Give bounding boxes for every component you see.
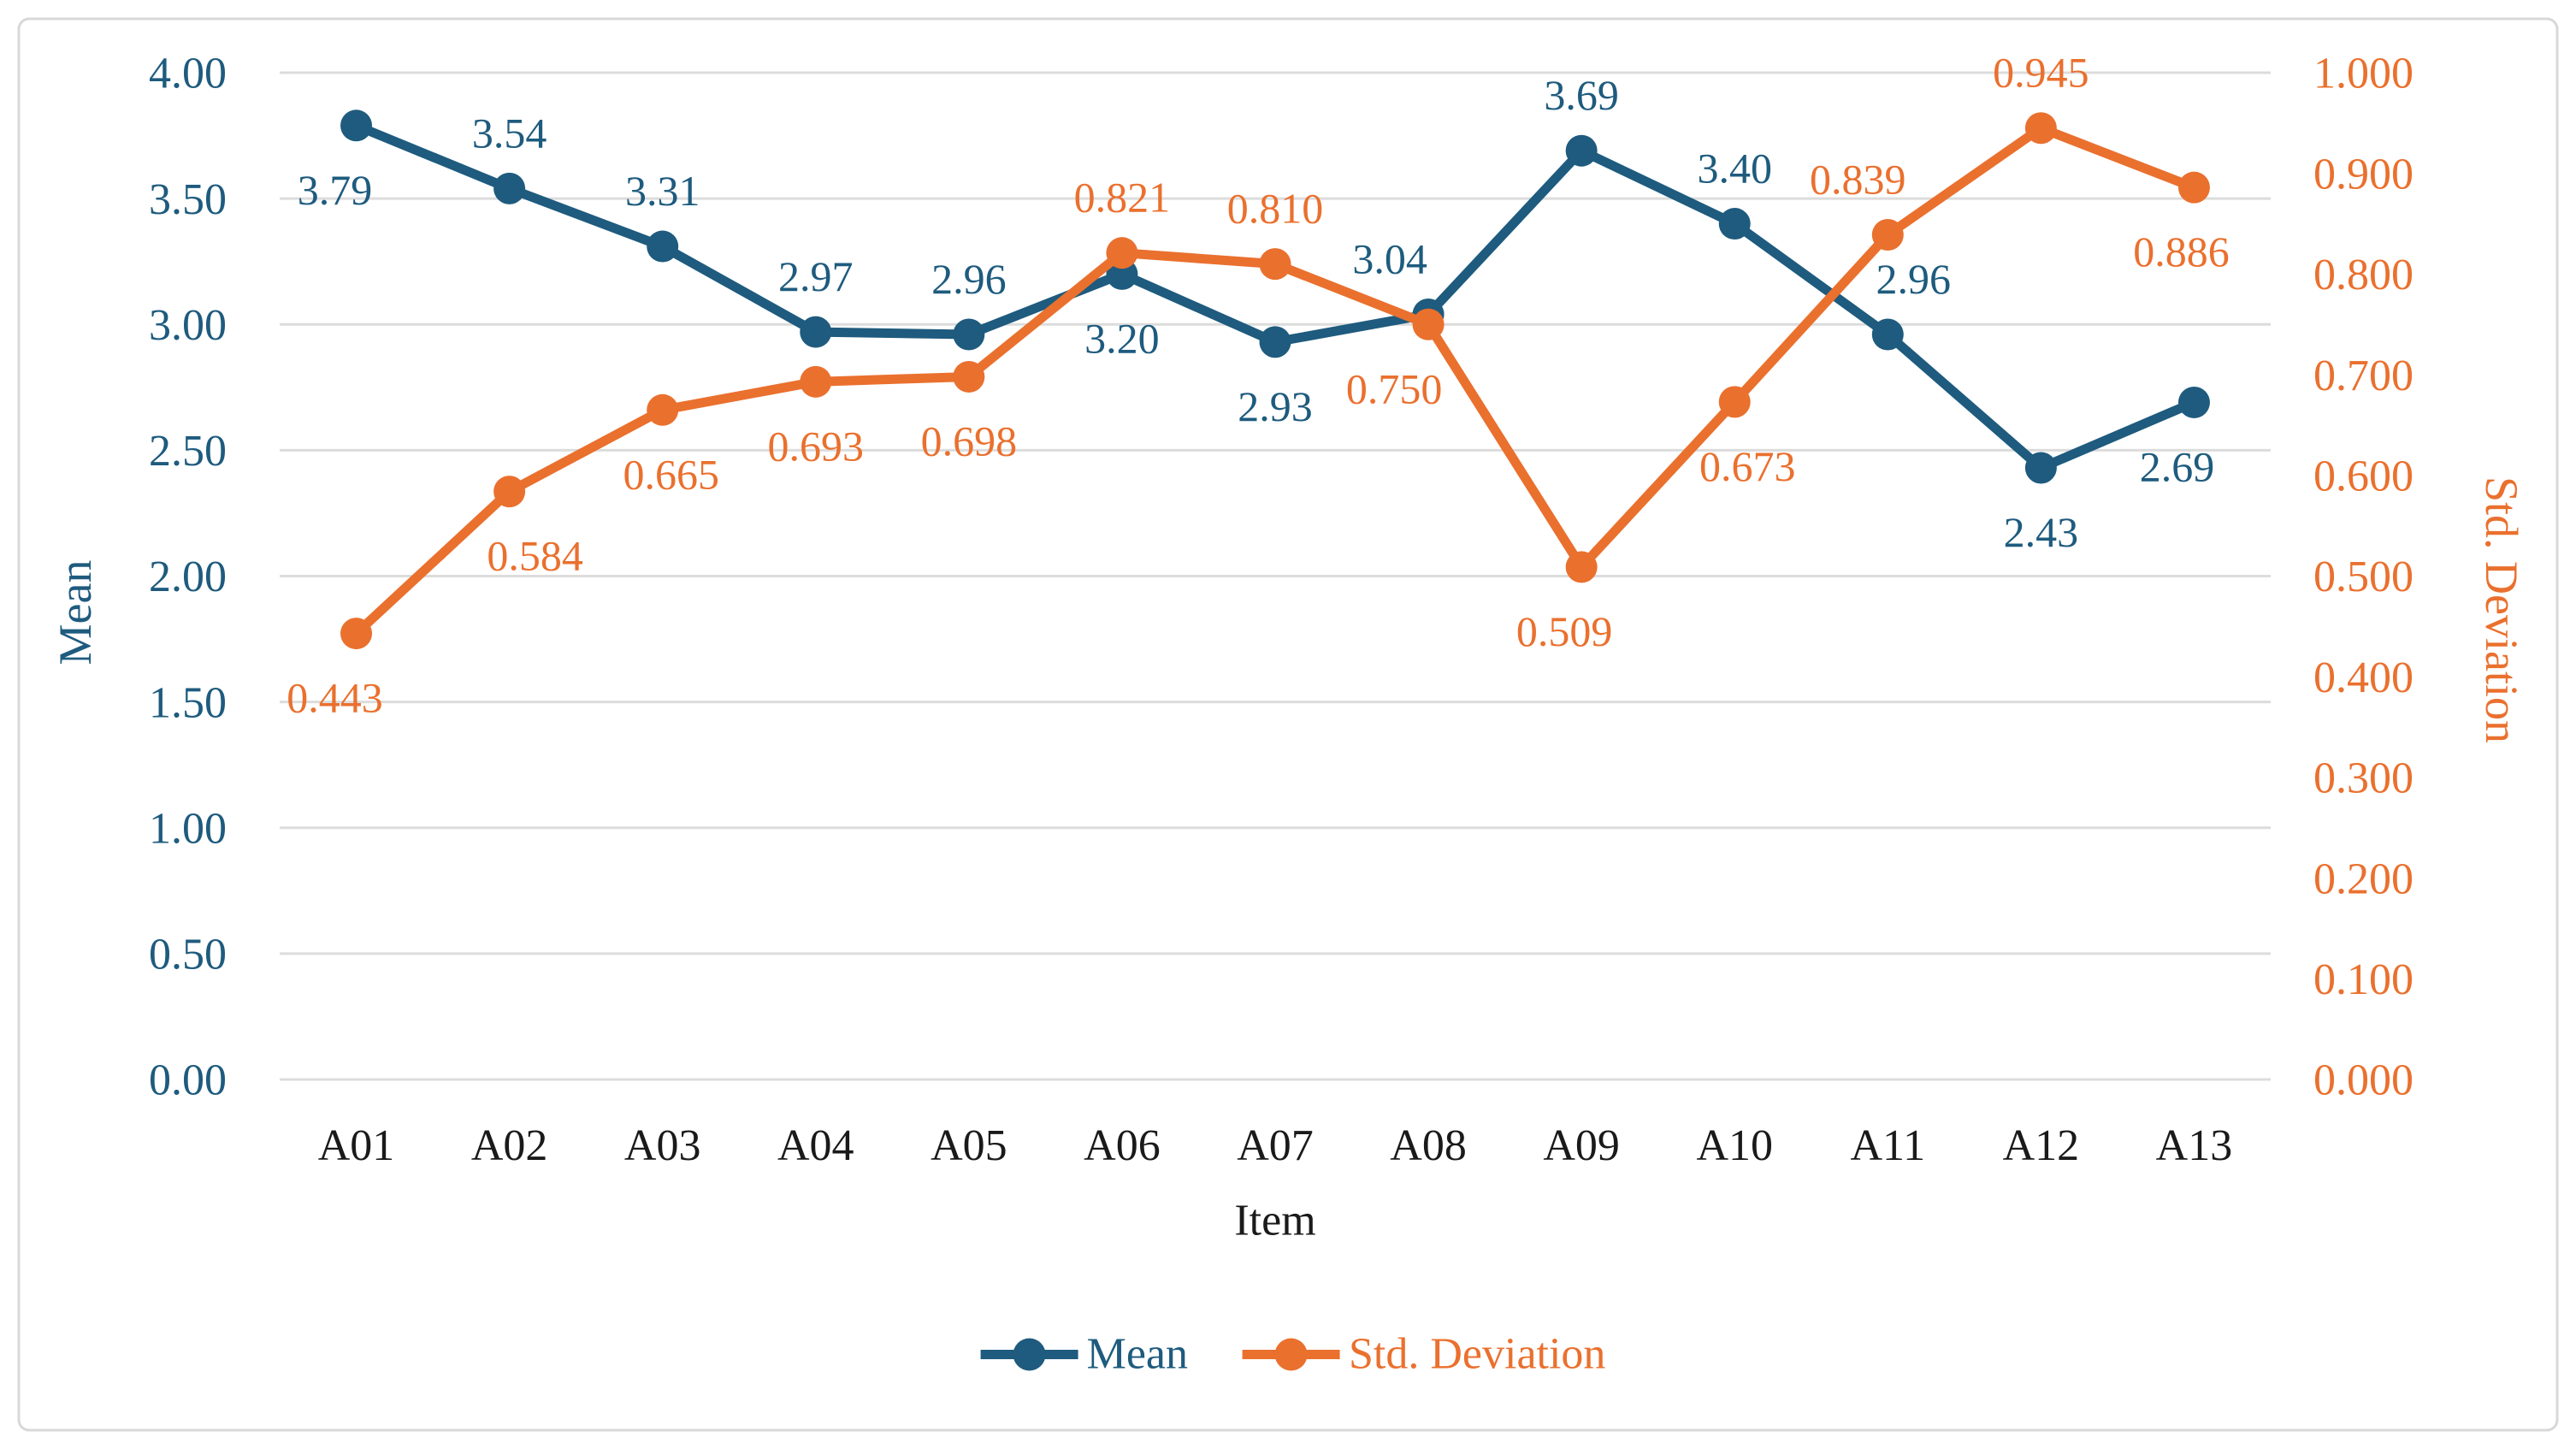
std-point-A12 bbox=[2024, 112, 2057, 145]
std-point-A02 bbox=[493, 476, 526, 508]
right-axis-tick: 0.300 bbox=[2313, 754, 2414, 803]
mean-data-label-A05: 2.96 bbox=[931, 255, 1007, 303]
right-axis-title: Std. Deviation bbox=[2476, 476, 2527, 743]
x-category-label: A01 bbox=[318, 1121, 395, 1170]
std-data-label-A08: 0.750 bbox=[1346, 364, 1443, 412]
mean-point-A04 bbox=[800, 316, 832, 348]
right-axis-tick: 0.600 bbox=[2313, 452, 2414, 500]
x-axis-title: Item bbox=[1234, 1196, 1316, 1245]
mean-data-label-A03: 3.31 bbox=[625, 167, 700, 215]
mean-point-A10 bbox=[1718, 208, 1751, 240]
right-axis-tick: 0.000 bbox=[2313, 1056, 2414, 1105]
mean-point-A07 bbox=[1259, 326, 1291, 358]
x-category-label: A08 bbox=[1390, 1121, 1467, 1170]
mean-point-A02 bbox=[493, 172, 526, 204]
std-point-A03 bbox=[647, 393, 679, 426]
std-data-label-A05: 0.698 bbox=[921, 417, 1018, 464]
mean-data-label-A13: 2.69 bbox=[2140, 442, 2215, 490]
x-category-label: A11 bbox=[1850, 1121, 1925, 1170]
std-point-A06 bbox=[1106, 237, 1138, 269]
std-point-A07 bbox=[1259, 248, 1291, 281]
std-data-label-A09: 0.509 bbox=[1516, 607, 1613, 655]
std-point-A04 bbox=[800, 365, 832, 398]
legend-item-std: Std. Deviation bbox=[1241, 1329, 1605, 1380]
mean-data-label-A09: 3.69 bbox=[1544, 71, 1619, 119]
left-axis-tick: 4.00 bbox=[149, 50, 227, 98]
left-axis-tick: 2.50 bbox=[149, 427, 227, 476]
std-point-A13 bbox=[2177, 171, 2210, 204]
mean-point-A12 bbox=[2024, 452, 2057, 484]
left-axis-tick: 3.50 bbox=[149, 175, 227, 224]
std-data-label-A10: 0.673 bbox=[1699, 442, 1796, 490]
std-point-A10 bbox=[1718, 386, 1751, 418]
std-point-A05 bbox=[953, 360, 985, 393]
mean-point-A09 bbox=[1565, 134, 1598, 167]
legend-item-mean: Mean bbox=[979, 1329, 1188, 1380]
std-data-label-A02: 0.584 bbox=[487, 532, 583, 580]
left-axis-tick: 0.50 bbox=[149, 931, 227, 979]
x-category-label: A04 bbox=[777, 1121, 854, 1170]
right-axis-tick: 1.000 bbox=[2313, 50, 2414, 98]
mean-data-label-A12: 2.43 bbox=[2004, 508, 2079, 556]
mean-point-A05 bbox=[953, 318, 985, 351]
legend-mean-marker bbox=[980, 1338, 1078, 1370]
legend-std-marker bbox=[1242, 1338, 1340, 1370]
right-axis-tick: 0.400 bbox=[2313, 654, 2414, 702]
std-point-A11 bbox=[1871, 218, 1904, 251]
mean-data-label-A07: 2.93 bbox=[1238, 382, 1313, 430]
std-data-label-A03: 0.665 bbox=[623, 450, 719, 498]
std-data-label-A06: 0.821 bbox=[1074, 174, 1171, 222]
x-category-label: A05 bbox=[931, 1121, 1007, 1170]
mean-point-A11 bbox=[1871, 318, 1904, 351]
right-axis-tick: 0.100 bbox=[2313, 955, 2414, 1004]
std-point-A09 bbox=[1565, 551, 1598, 583]
left-axis-tick: 1.50 bbox=[149, 678, 227, 727]
std-data-label-A04: 0.693 bbox=[768, 422, 865, 470]
mean-data-label-A08: 3.04 bbox=[1352, 234, 1427, 282]
x-category-label: A10 bbox=[1696, 1121, 1773, 1170]
left-axis-tick: 0.00 bbox=[149, 1056, 227, 1105]
std-point-A08 bbox=[1412, 308, 1445, 340]
std-data-label-A01: 0.443 bbox=[287, 674, 383, 722]
mean-data-label-A02: 3.54 bbox=[472, 109, 547, 157]
std-data-label-A07: 0.810 bbox=[1227, 185, 1324, 233]
mean-point-A03 bbox=[647, 230, 679, 263]
legend: Mean Std. Deviation bbox=[979, 1329, 1605, 1380]
right-axis-tick: 0.900 bbox=[2313, 150, 2414, 198]
std-point-A01 bbox=[340, 618, 373, 650]
x-category-label: A09 bbox=[1543, 1121, 1620, 1170]
frame-border bbox=[17, 17, 2559, 1432]
x-category-label: A07 bbox=[1237, 1121, 1314, 1170]
left-axis-tick: 3.00 bbox=[149, 301, 227, 350]
legend-std-label: Std. Deviation bbox=[1348, 1329, 1606, 1379]
x-category-label: A06 bbox=[1084, 1121, 1161, 1170]
x-category-label: A12 bbox=[2003, 1121, 2080, 1170]
mean-data-label-A04: 2.97 bbox=[778, 252, 854, 300]
std-data-label-A12: 0.945 bbox=[1993, 49, 2089, 97]
mean-data-label-A10: 3.40 bbox=[1697, 145, 1772, 192]
left-axis-tick: 1.00 bbox=[149, 804, 227, 853]
x-category-label: A03 bbox=[624, 1121, 701, 1170]
mean-point-A13 bbox=[2177, 386, 2210, 418]
mean-data-label-A01: 3.79 bbox=[298, 166, 373, 214]
right-axis-tick: 0.200 bbox=[2313, 855, 2414, 903]
mean-data-label-A06: 3.20 bbox=[1084, 314, 1160, 362]
right-axis-tick: 0.800 bbox=[2313, 251, 2414, 299]
right-axis-tick: 0.700 bbox=[2313, 352, 2414, 400]
mean-data-label-A11: 2.96 bbox=[1876, 255, 1952, 303]
legend-mean-label: Mean bbox=[1086, 1329, 1188, 1379]
x-category-label: A13 bbox=[2156, 1121, 2233, 1170]
std-data-label-A11: 0.839 bbox=[1810, 155, 1906, 203]
mean-point-A01 bbox=[340, 109, 373, 142]
right-axis-tick: 0.500 bbox=[2313, 553, 2414, 601]
x-category-label: A02 bbox=[471, 1121, 548, 1170]
std-data-label-A13: 0.886 bbox=[2133, 228, 2230, 275]
left-axis-title: Mean bbox=[50, 559, 101, 665]
left-axis-tick: 2.00 bbox=[149, 553, 227, 601]
